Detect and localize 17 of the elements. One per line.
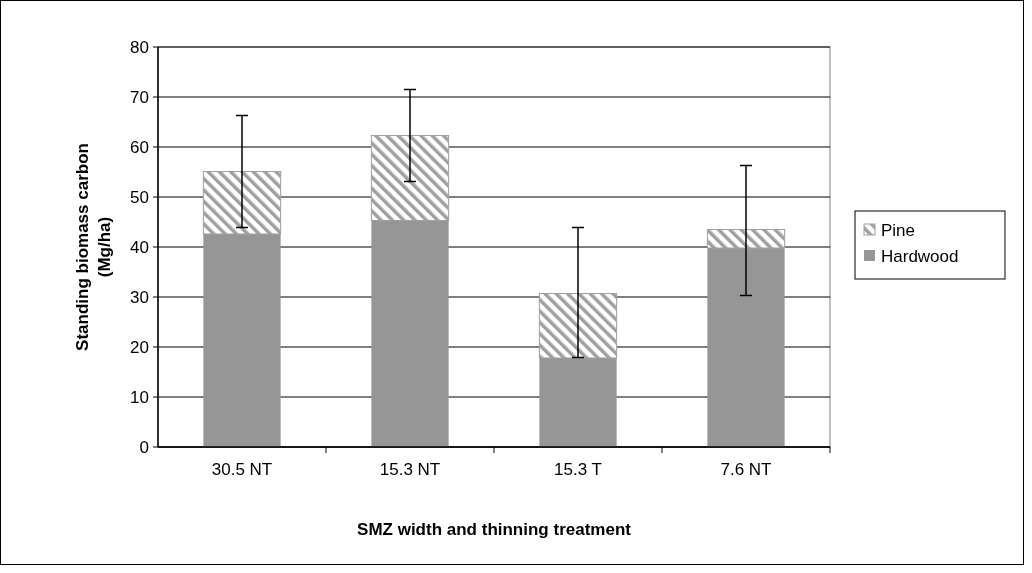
y-tick-label: 10 [130, 387, 149, 407]
y-tick-label: 80 [130, 37, 149, 57]
y-tick-label: 30 [130, 287, 149, 307]
x-tick-label: 30.5 NT [211, 460, 273, 479]
legend-label: Hardwood [881, 246, 959, 266]
legend-label: Pine [881, 220, 916, 240]
y-tick-label: 50 [130, 187, 149, 207]
y-axis-title: Standing biomass carbon (Mg/ha) [73, 143, 114, 351]
x-axis-title: SMZ width and thinning treatment [357, 520, 632, 539]
y-tick-label: 20 [130, 337, 149, 357]
y-tick-label: 40 [130, 237, 149, 257]
y-tick-label: 70 [130, 87, 149, 107]
y-tick-label: 0 [139, 437, 149, 457]
x-tick-label: 7.6 NT [720, 460, 772, 479]
x-tick-label: 15.3 NT [379, 460, 441, 479]
y-tick-label: 60 [130, 137, 149, 157]
x-tick-label: 15.3 T [554, 460, 602, 479]
